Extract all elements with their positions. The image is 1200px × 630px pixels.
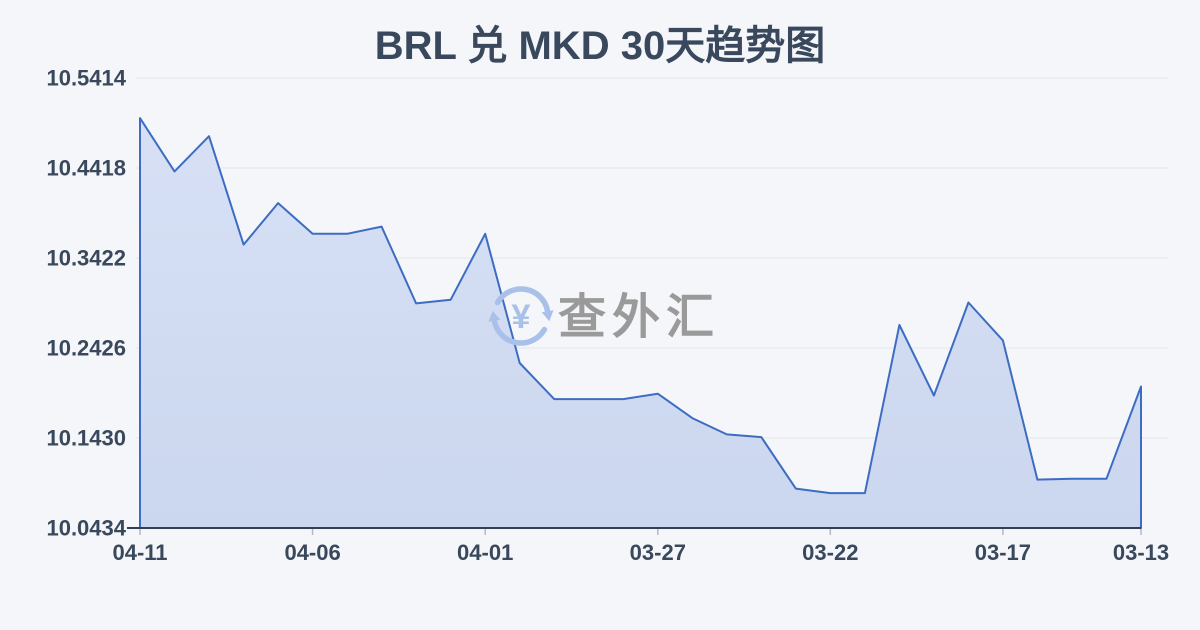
plot-area: 04-11 04-06 04-01 03-27 03-22 03-17 03-13 10.54…: [46, 66, 1169, 566]
watermark: ¥ 查外汇: [488, 286, 720, 346]
area-series: [139, 117, 1142, 529]
y-tick-label: 10.5414: [46, 66, 126, 91]
x-tick-label: 04-06: [284, 540, 340, 565]
x-tick-label: 04-01: [457, 540, 513, 565]
watermark-brand-text: 查外汇: [558, 291, 720, 344]
x-tick-label: 03-13: [1113, 540, 1169, 565]
y-tick-label: 10.4418: [46, 156, 126, 181]
x-tick-label: 03-17: [975, 540, 1031, 565]
currency-exchange-arrows-icon: [488, 286, 554, 346]
x-tick-label: 04-11: [112, 540, 167, 565]
yuan-symbol: ¥: [512, 298, 531, 336]
y-tick-label: 10.2426: [46, 336, 126, 361]
y-tick-label: 10.3422: [46, 246, 126, 271]
y-tick-label: 10.0434: [46, 516, 126, 541]
x-tick-label: 03-22: [802, 540, 858, 565]
chart-title: BRL 兑 MKD 30天趋势图: [375, 24, 825, 68]
y-tick-label: 10.1430: [46, 426, 126, 451]
x-tick-label: 03-27: [630, 540, 686, 565]
